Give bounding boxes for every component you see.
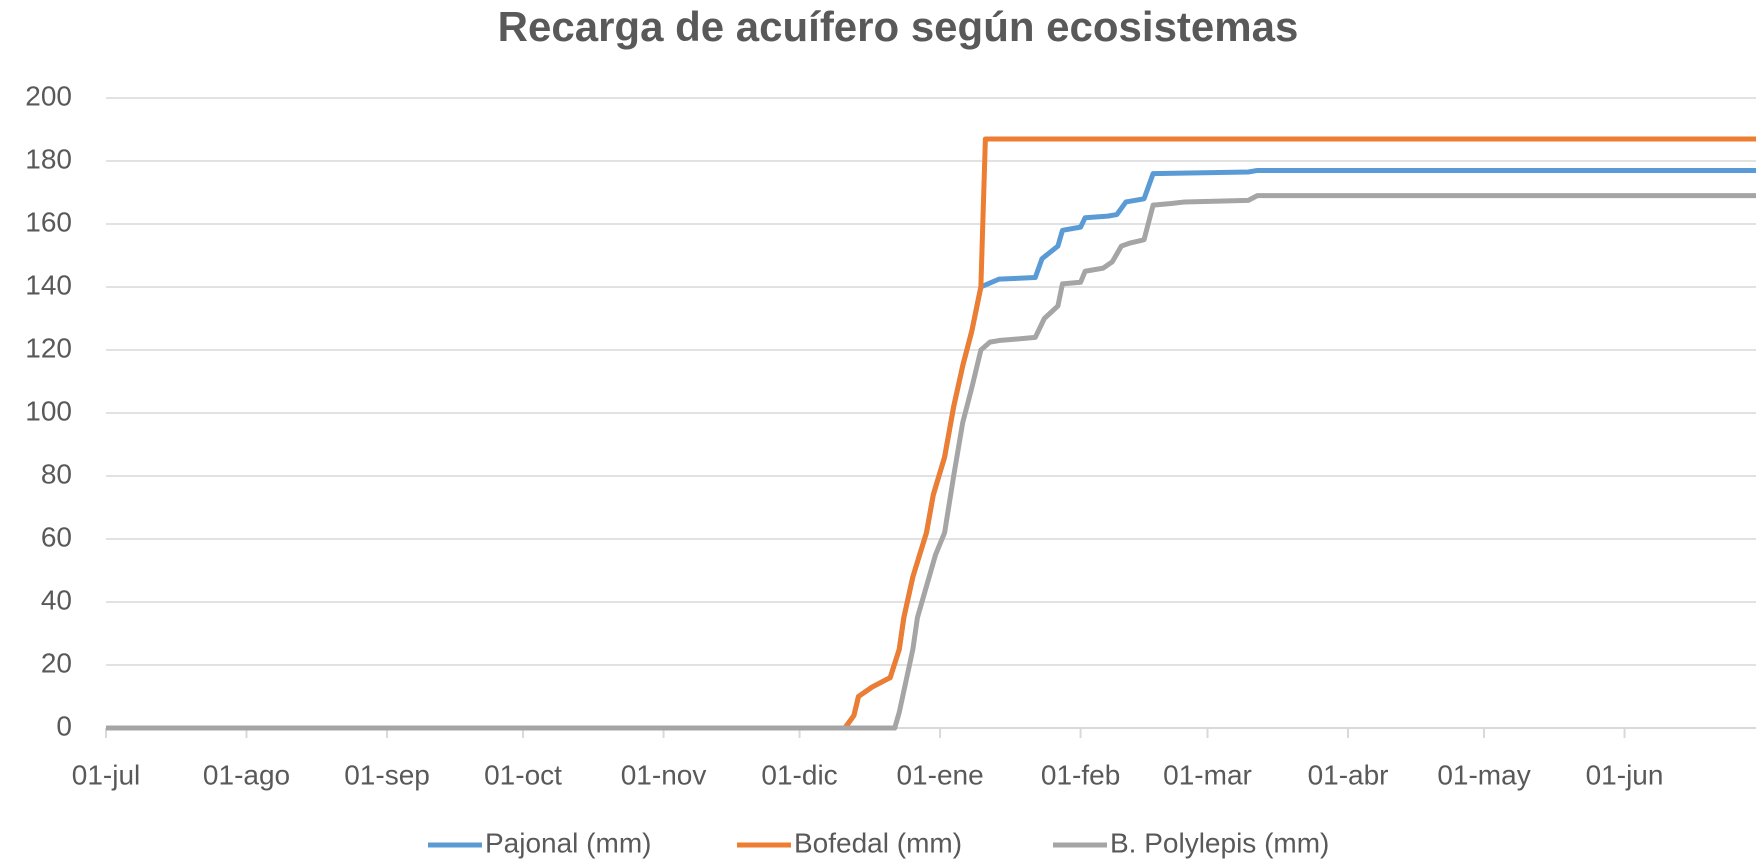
y-tick-label: 100 [25, 395, 72, 426]
legend-label: B. Polylepis (mm) [1110, 827, 1329, 858]
x-tick-label: 01-sep [344, 759, 430, 790]
x-tick-label: 01-abr [1308, 759, 1389, 790]
y-tick-label: 180 [25, 143, 72, 174]
x-tick-label: 01-mar [1163, 759, 1252, 790]
y-tick-label: 60 [41, 521, 72, 552]
legend-label: Bofedal (mm) [794, 827, 962, 858]
x-tick-label: 01-nov [621, 759, 707, 790]
line [106, 193, 1756, 731]
y-tick-label: 40 [41, 584, 72, 615]
y-tick-label: 160 [25, 206, 72, 237]
y-tick-label: 0 [56, 710, 72, 741]
x-tick-label: 01-jun [1586, 759, 1664, 790]
x-tick-label: 01-may [1437, 759, 1530, 790]
line [106, 136, 1756, 731]
legend-label: Pajonal (mm) [485, 827, 651, 858]
x-tick-label: 01-ene [896, 759, 983, 790]
x-tick-label: 01-jul [72, 759, 140, 790]
y-tick-label: 200 [25, 80, 72, 111]
y-tick-label: 140 [25, 269, 72, 300]
y-tick-label: 80 [41, 458, 72, 489]
y-tick-label: 120 [25, 332, 72, 363]
x-tick-label: 01-feb [1041, 759, 1120, 790]
x-tick-label: 01-dic [761, 759, 837, 790]
x-tick-label: 01-oct [484, 759, 562, 790]
chart-title: Recarga de acuífero según ecosistemas [498, 3, 1299, 50]
line [106, 167, 1756, 731]
y-tick-label: 20 [41, 647, 72, 678]
x-tick-label: 01-ago [203, 759, 290, 790]
